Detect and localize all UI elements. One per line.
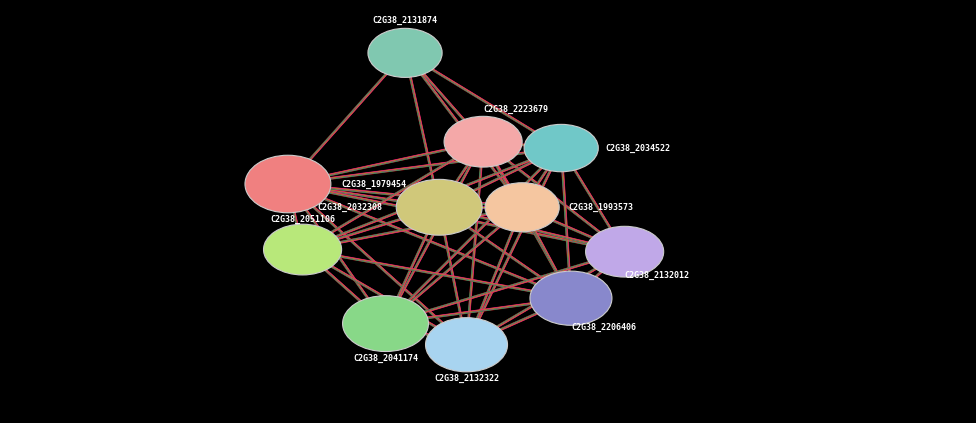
Ellipse shape xyxy=(426,318,508,372)
Ellipse shape xyxy=(245,155,331,213)
Ellipse shape xyxy=(530,271,612,325)
Text: C2G38_2132012: C2G38_2132012 xyxy=(625,271,690,280)
Ellipse shape xyxy=(396,179,482,235)
Text: C2G38_2034522: C2G38_2034522 xyxy=(605,143,671,153)
Text: C2G38_1993573: C2G38_1993573 xyxy=(568,203,633,212)
Text: C2G38_2041174: C2G38_2041174 xyxy=(353,354,418,363)
Text: C2G38_2131874: C2G38_2131874 xyxy=(373,16,437,25)
Ellipse shape xyxy=(444,116,522,167)
Ellipse shape xyxy=(343,296,428,352)
Ellipse shape xyxy=(368,28,442,77)
Text: C2G38_2223679: C2G38_2223679 xyxy=(483,105,549,114)
Text: C2G38_2206406: C2G38_2206406 xyxy=(571,323,636,332)
Text: C2G38_2132322: C2G38_2132322 xyxy=(434,374,499,384)
Text: C2G38_1979454: C2G38_1979454 xyxy=(342,179,407,189)
Text: C2G38_2032308: C2G38_2032308 xyxy=(317,203,383,212)
Ellipse shape xyxy=(264,224,342,275)
Ellipse shape xyxy=(586,226,664,277)
Ellipse shape xyxy=(524,124,598,172)
Ellipse shape xyxy=(485,183,559,232)
Text: C2G38_2051106: C2G38_2051106 xyxy=(270,215,335,224)
